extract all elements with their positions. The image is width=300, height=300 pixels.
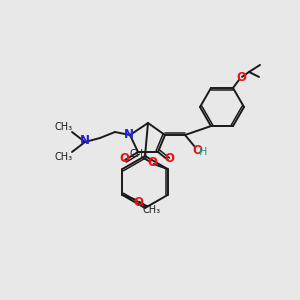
Text: O: O [164, 152, 174, 166]
Text: O: O [134, 196, 143, 208]
Text: CH₃: CH₃ [55, 122, 73, 132]
Text: O: O [119, 152, 129, 166]
Text: CH₃: CH₃ [142, 205, 160, 215]
Text: H: H [199, 147, 207, 157]
Text: N: N [124, 128, 134, 142]
Text: CH₃: CH₃ [55, 152, 73, 162]
Text: O: O [236, 71, 246, 84]
Text: O: O [192, 143, 202, 157]
Text: O: O [148, 155, 158, 169]
Text: CH₃: CH₃ [130, 149, 148, 159]
Text: N: N [80, 134, 90, 148]
